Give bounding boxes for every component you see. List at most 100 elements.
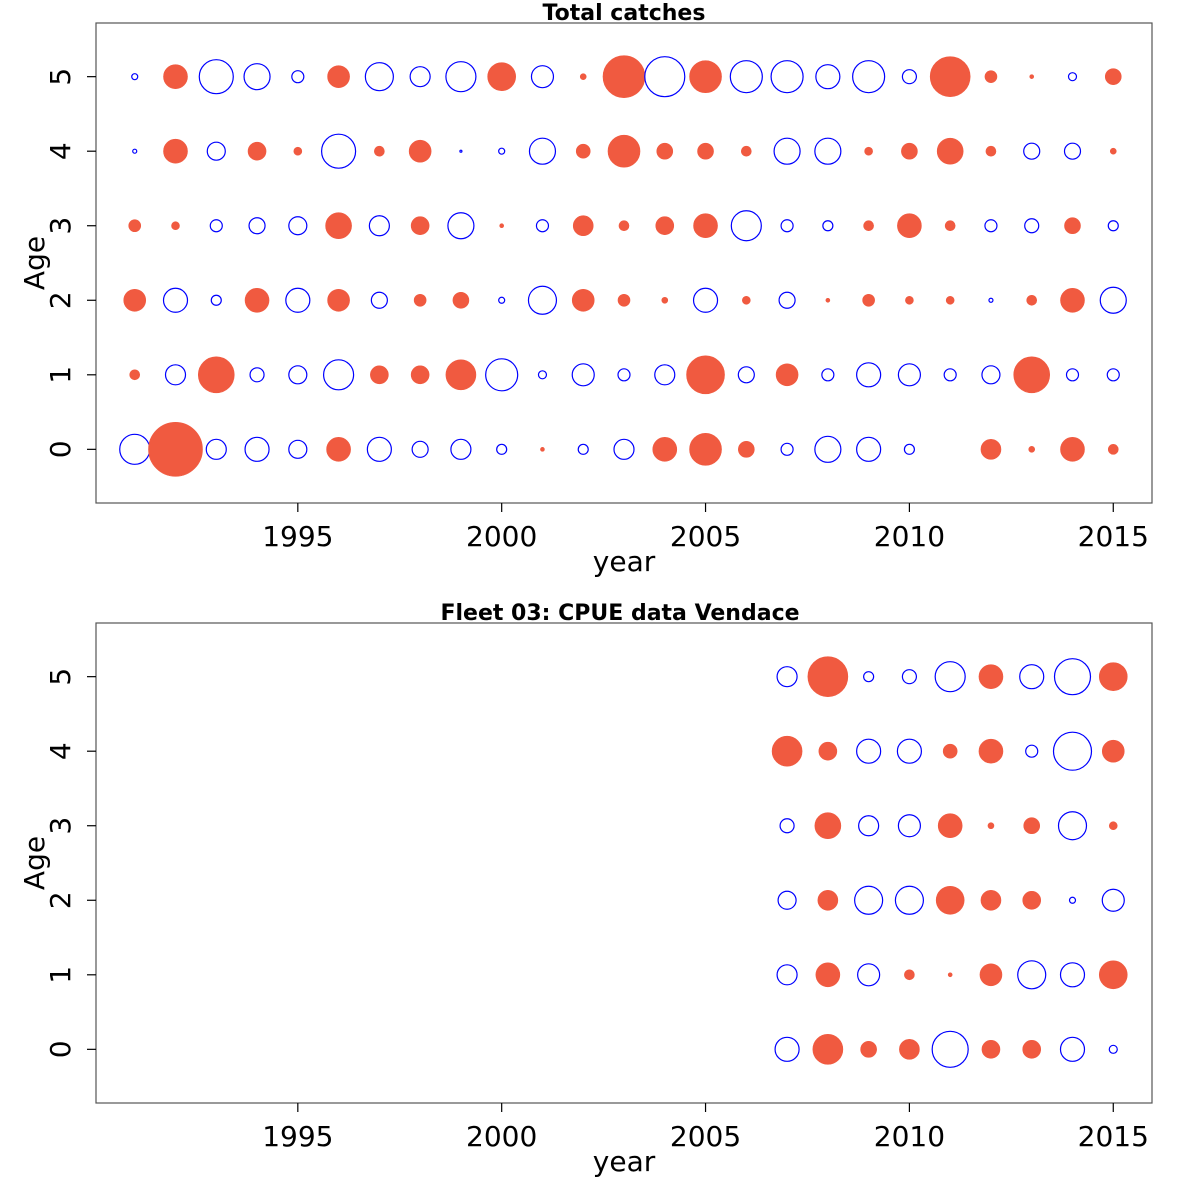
bubble [737, 366, 755, 384]
bubble [247, 141, 267, 161]
bubble [894, 885, 925, 915]
x-axis-label: year [593, 1145, 656, 1178]
bubble [1107, 220, 1119, 232]
bubble [1022, 1040, 1042, 1059]
chart-title: Total catches [543, 1, 706, 26]
bubble [771, 735, 803, 767]
bubble [288, 439, 308, 459]
bubble [979, 963, 1003, 987]
y-axis: 0 1 2 3 4 5 [44, 668, 96, 1058]
bubble [686, 355, 725, 395]
bubble [856, 362, 882, 388]
bubble [1023, 142, 1041, 160]
bubble [742, 295, 751, 305]
bubble [613, 438, 635, 460]
bubble [499, 223, 504, 229]
bubble [206, 141, 226, 161]
bubble [1067, 72, 1078, 82]
bubble [858, 815, 880, 837]
y-tick-label: 1 [44, 366, 77, 384]
x-tick-label: 1995 [262, 1120, 333, 1153]
bubble [1023, 817, 1041, 835]
bubble [244, 436, 270, 462]
bubble [327, 288, 350, 312]
bubble [988, 297, 994, 303]
bubble [852, 60, 886, 94]
bubble [445, 359, 477, 391]
bubble [770, 60, 804, 94]
bubble [1052, 731, 1093, 771]
bubble [775, 363, 799, 387]
bubble [1024, 218, 1040, 234]
bubble [697, 142, 714, 160]
bubble [656, 142, 674, 160]
bubble [776, 666, 798, 688]
bubble [607, 134, 641, 168]
bubble [1099, 286, 1127, 314]
bubble [862, 293, 875, 307]
bubble [1098, 960, 1128, 990]
bubble [817, 889, 839, 911]
bubble [129, 369, 141, 381]
bubble [445, 61, 477, 93]
bubble [984, 219, 998, 233]
bubble-layer [771, 656, 1128, 1068]
bubble [288, 216, 308, 236]
bubble [1059, 1036, 1086, 1062]
bubble [978, 738, 1004, 764]
bubble [942, 743, 958, 759]
bubble [288, 365, 308, 385]
bubble [857, 963, 881, 987]
bubble [325, 212, 352, 240]
bubble [1017, 960, 1047, 990]
bubble [814, 435, 842, 463]
bubble [693, 213, 718, 239]
bubble [485, 358, 519, 392]
bubble [411, 440, 429, 458]
bubble [814, 812, 842, 840]
plot-frame [95, 22, 1153, 504]
bubble [856, 738, 882, 764]
bubble [163, 138, 188, 164]
panel-fleet-03: Fleet 03: CPUE data Vendace 1995 2000 2005… [18, 601, 1153, 1178]
bubble [981, 365, 1001, 385]
bubble [1104, 68, 1122, 85]
bubble [368, 215, 390, 237]
bubble [904, 969, 915, 981]
bubble [618, 220, 630, 232]
y-tick-label: 0 [44, 1040, 77, 1058]
bubble [899, 1039, 920, 1060]
bubble [410, 365, 430, 385]
bubble [1013, 356, 1051, 394]
bubble [780, 219, 794, 233]
bubble [1060, 437, 1085, 462]
bubble [162, 287, 189, 313]
bubble [812, 1034, 844, 1065]
bubble [244, 287, 270, 313]
bubble [1101, 739, 1125, 763]
bubble [322, 359, 355, 391]
bubble [856, 436, 882, 462]
x-tick-label: 2015 [1078, 1120, 1149, 1153]
bubble [779, 818, 795, 834]
bubble [291, 70, 305, 84]
bubble [1025, 744, 1039, 758]
bubble [571, 363, 595, 387]
bubble [535, 219, 550, 233]
chart-title: Fleet 03: CPUE data Vendace [440, 601, 799, 626]
y-tick-label: 3 [44, 217, 77, 235]
bubble [738, 441, 755, 458]
bubble [1098, 662, 1128, 691]
bubble [860, 1041, 877, 1058]
y-tick-label: 5 [44, 68, 77, 86]
bubble [452, 291, 470, 309]
bubble [572, 215, 594, 237]
bubble [929, 56, 971, 97]
x-tick-label: 1995 [262, 520, 333, 553]
bubble [498, 147, 506, 155]
bubble [773, 137, 801, 165]
bubble [527, 285, 558, 315]
bubble [689, 60, 722, 93]
bubble [243, 63, 271, 91]
